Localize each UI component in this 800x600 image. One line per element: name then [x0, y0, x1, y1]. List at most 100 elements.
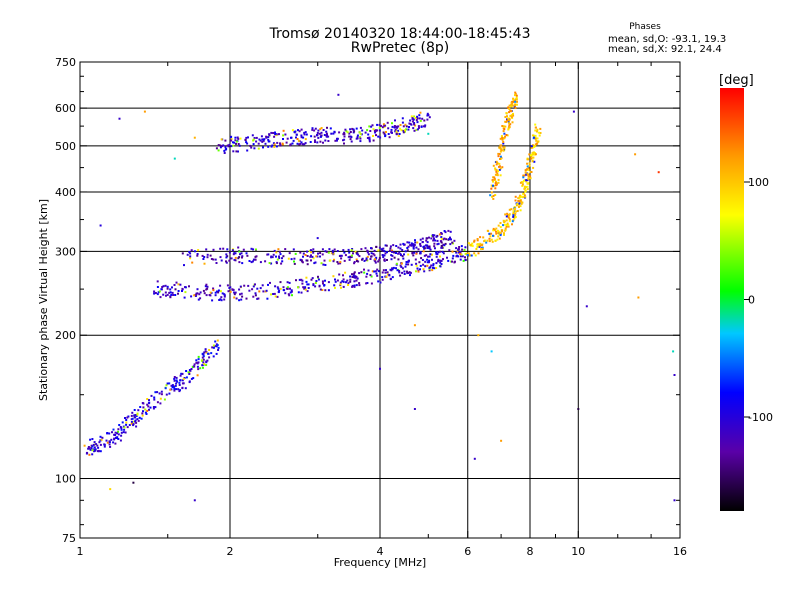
trace-point	[451, 260, 453, 263]
trace-point	[238, 144, 241, 147]
trace-point	[400, 129, 403, 132]
trace-point	[274, 285, 277, 288]
trace-point	[481, 248, 484, 250]
trace-point	[314, 139, 316, 142]
trace-point	[356, 260, 358, 262]
trace-point	[375, 134, 377, 137]
trace-point	[321, 253, 324, 256]
trace-point	[469, 243, 472, 246]
trace-point	[334, 286, 336, 289]
trace-point	[170, 293, 173, 296]
trace-point	[238, 299, 241, 302]
axis-ticks	[79, 61, 681, 539]
trace-point	[399, 124, 402, 126]
trace-point	[270, 293, 272, 296]
trace-point	[196, 365, 199, 368]
trace-point	[533, 134, 536, 137]
trace-point	[159, 296, 162, 299]
trace-point	[518, 202, 521, 205]
trace-point	[388, 136, 391, 139]
trace-point	[265, 135, 268, 138]
trace-point	[534, 129, 537, 132]
trace-point	[314, 127, 317, 130]
trace-point	[440, 263, 443, 265]
trace-point	[321, 280, 324, 283]
trace-point	[397, 258, 400, 261]
trace-point	[510, 105, 513, 108]
trace-point	[153, 398, 156, 401]
trace-point	[525, 173, 528, 176]
trace-point	[225, 256, 228, 259]
trace-point	[505, 112, 508, 115]
trace-point	[238, 256, 241, 259]
trace-point	[270, 145, 273, 148]
trace-point	[435, 267, 438, 269]
trace-point	[512, 114, 515, 117]
trace-point	[493, 177, 496, 180]
trace-point	[355, 127, 358, 130]
trace-point	[408, 241, 411, 244]
trace-point	[515, 204, 518, 207]
trace-point	[203, 292, 206, 295]
trace-point	[304, 287, 307, 290]
isolated-point	[473, 457, 476, 460]
trace-point	[325, 135, 328, 138]
trace-point	[428, 259, 431, 262]
trace-point	[201, 254, 204, 257]
trace-point	[168, 291, 171, 294]
trace-point	[486, 229, 489, 232]
isolated-point	[379, 367, 381, 370]
trace-point	[505, 215, 508, 218]
trace-point	[300, 136, 303, 139]
trace-point	[298, 130, 301, 133]
trace-point	[516, 210, 519, 212]
trace-point	[189, 255, 192, 258]
trace-point	[499, 150, 502, 153]
isolated-point	[337, 93, 340, 96]
trace-point	[508, 218, 511, 221]
trace-point	[366, 272, 369, 275]
trace-point	[410, 244, 413, 247]
trace-point	[178, 381, 181, 384]
trace-point	[178, 384, 181, 386]
trace-point	[518, 197, 521, 200]
trace-point	[527, 158, 530, 161]
trace-point	[184, 291, 187, 294]
trace-point	[363, 268, 365, 271]
trace-point	[431, 253, 433, 256]
trace-point	[432, 263, 435, 266]
trace-point	[488, 232, 491, 235]
trace-point	[381, 278, 384, 281]
trace-point	[322, 263, 325, 266]
trace-point	[300, 134, 303, 137]
trace-point	[422, 246, 425, 248]
trace-point	[432, 264, 435, 267]
trace-point	[179, 374, 182, 377]
trace-point	[494, 182, 497, 185]
trace-point	[399, 264, 402, 267]
isolated-point	[413, 324, 416, 327]
trace-point	[212, 248, 215, 251]
trace-point	[353, 280, 356, 283]
trace-point	[272, 293, 275, 295]
trace-point	[448, 238, 451, 240]
trace-point	[311, 255, 314, 258]
trace-point	[344, 254, 347, 257]
trace-point	[122, 431, 125, 434]
trace-point	[461, 255, 464, 258]
trace-point	[476, 243, 479, 246]
trace-point	[200, 359, 203, 362]
trace-point	[86, 451, 88, 454]
trace-point	[398, 251, 401, 254]
trace-point	[150, 394, 153, 397]
trace-point	[428, 116, 431, 119]
trace-point	[342, 139, 344, 142]
trace-point	[230, 139, 233, 142]
trace-point	[224, 148, 227, 151]
trace-point	[419, 243, 422, 246]
trace-point	[428, 261, 430, 264]
trace-point	[509, 114, 512, 117]
trace-point	[228, 143, 231, 146]
trace-point	[349, 280, 352, 283]
trace-point	[227, 290, 230, 293]
